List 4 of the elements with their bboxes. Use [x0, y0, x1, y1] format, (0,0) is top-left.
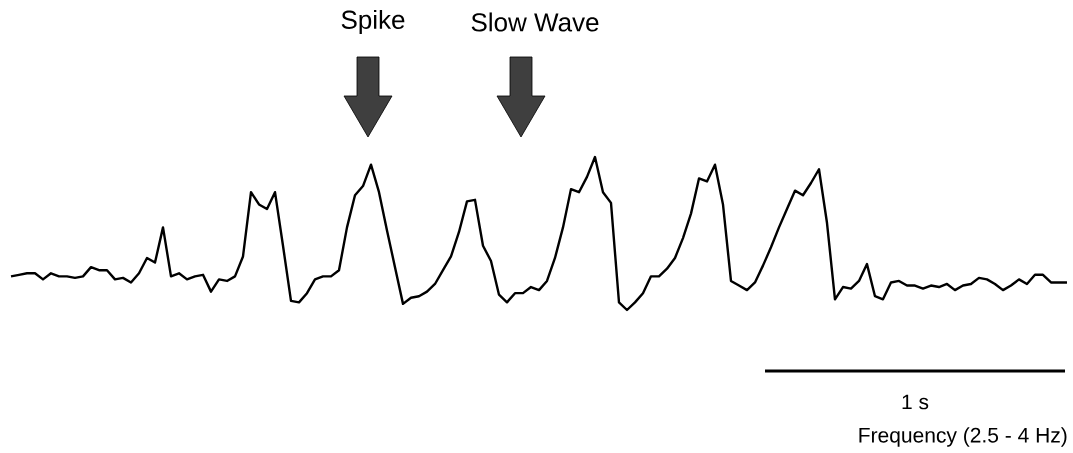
- text: Spike: [341, 9, 405, 35]
- text: Frequency (2.5 - 4 Hz): [859, 427, 1067, 447]
- text: 1 s: [902, 394, 929, 410]
- text: Slow Wave: [471, 12, 599, 32]
